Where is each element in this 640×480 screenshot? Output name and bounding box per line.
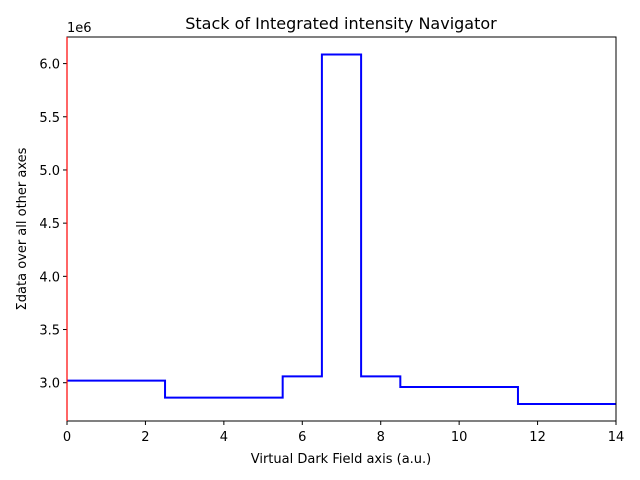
x-tick-label: 6 xyxy=(298,430,306,445)
chart-title: Stack of Integrated intensity Navigator xyxy=(185,14,497,33)
data-series-line xyxy=(67,53,616,405)
x-axis-ticks: 0 2 4 6 8 10 12 14 xyxy=(63,421,624,445)
x-axis-label: Virtual Dark Field axis (a.u.) xyxy=(251,452,432,467)
x-tick-label: 10 xyxy=(451,430,468,445)
x-tick-label: 4 xyxy=(220,430,228,445)
y-tick-label: 4.5 xyxy=(39,217,60,232)
y-offset-label: 1e6 xyxy=(67,21,92,36)
x-tick-label: 12 xyxy=(529,430,546,445)
y-tick-label: 6.0 xyxy=(39,58,60,73)
y-axis-label: Σdata over all other axes xyxy=(15,147,30,310)
x-tick-label: 2 xyxy=(141,430,149,445)
y-tick-label: 4.0 xyxy=(39,270,60,285)
y-tick-label: 3.0 xyxy=(39,377,60,392)
x-tick-label: 0 xyxy=(63,430,71,445)
x-tick-label: 14 xyxy=(608,430,625,445)
x-tick-label: 8 xyxy=(377,430,385,445)
y-axis-ticks: 3.0 3.5 4.0 4.5 5.0 5.5 6.0 xyxy=(39,58,67,392)
y-tick-label: 5.5 xyxy=(39,111,60,126)
y-tick-label: 5.0 xyxy=(39,164,60,179)
plot-frame xyxy=(66,36,617,422)
y-tick-label: 3.5 xyxy=(39,324,60,339)
